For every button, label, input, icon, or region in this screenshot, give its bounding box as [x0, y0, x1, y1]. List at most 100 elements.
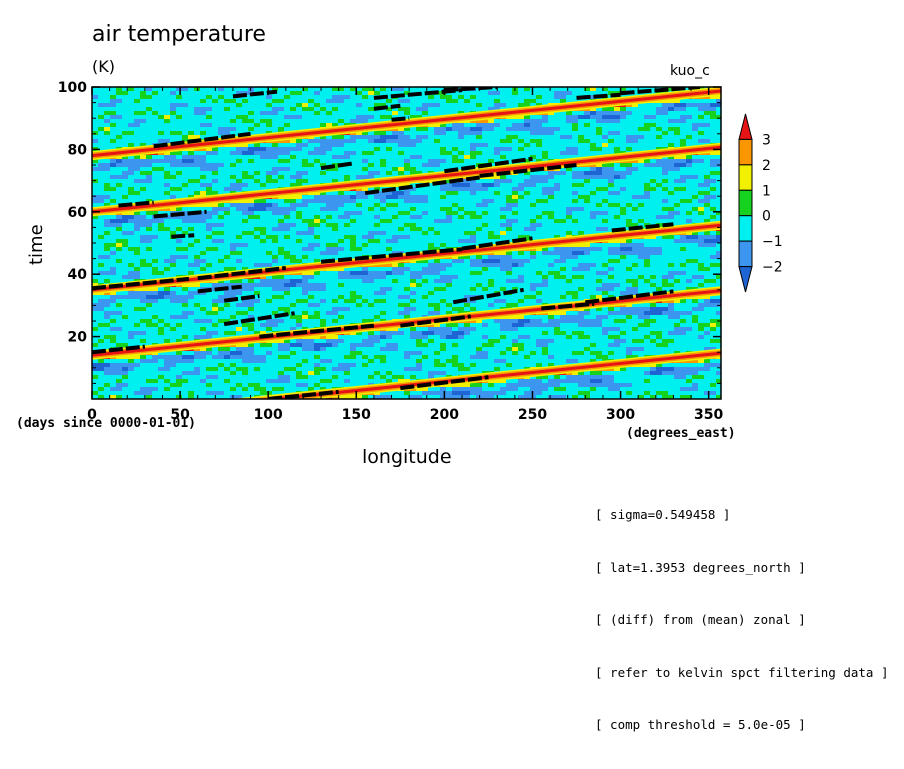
- heatmap-cell: [374, 87, 380, 91]
- heatmap-cell: [662, 251, 668, 255]
- heatmap-cell: [566, 207, 572, 211]
- heatmap-cell: [434, 131, 440, 135]
- heatmap-cell: [128, 119, 134, 123]
- heatmap-cell: [644, 115, 650, 119]
- heatmap-cell: [188, 119, 194, 123]
- heatmap-cell: [428, 195, 434, 199]
- heatmap-cell: [506, 147, 512, 151]
- heatmap-cell: [320, 139, 326, 143]
- heatmap-cell: [272, 263, 278, 267]
- heatmap-cell: [662, 247, 668, 251]
- heatmap-cell: [656, 243, 662, 247]
- heatmap-cell: [224, 191, 230, 195]
- heatmap-cell: [104, 243, 110, 247]
- heatmap-cell: [266, 239, 272, 243]
- heatmap-cell: [374, 223, 380, 227]
- heatmap-cell: [638, 267, 644, 271]
- heatmap-cell: [590, 171, 596, 175]
- heatmap-cell: [194, 107, 200, 111]
- heatmap-cell: [140, 163, 146, 167]
- heatmap-cell: [566, 231, 572, 235]
- heatmap-cell: [278, 247, 284, 251]
- heatmap-cell: [476, 215, 482, 219]
- heatmap-cell: [536, 87, 542, 91]
- heatmap-cell: [104, 223, 110, 227]
- heatmap-cell: [548, 99, 554, 103]
- heatmap-cell: [500, 187, 506, 191]
- heatmap-cell: [590, 223, 596, 227]
- heatmap-cell: [332, 243, 338, 247]
- heatmap-cell: [656, 115, 662, 119]
- heatmap-cell: [554, 135, 560, 139]
- heatmap-cell: [134, 243, 140, 247]
- heatmap-cell: [638, 207, 644, 211]
- heatmap-cell: [326, 135, 332, 139]
- heatmap-cell: [374, 203, 380, 207]
- heatmap-cell: [188, 131, 194, 135]
- heatmap-cell: [464, 131, 470, 135]
- heatmap-cell: [584, 175, 590, 179]
- heatmap-cell: [626, 219, 632, 223]
- heatmap-cell: [278, 243, 284, 247]
- heatmap-cell: [122, 131, 128, 135]
- heatmap-cell: [98, 123, 104, 127]
- heatmap-cell: [338, 251, 344, 255]
- heatmap-cell: [512, 147, 518, 151]
- heatmap-cell: [512, 155, 518, 159]
- heatmap-cell: [134, 247, 140, 251]
- heatmap-cell: [152, 99, 158, 103]
- heatmap-cell: [626, 195, 632, 199]
- heatmap-cell: [470, 223, 476, 227]
- heatmap-cell: [422, 239, 428, 243]
- heatmap-cell: [248, 159, 254, 163]
- heatmap-cell: [320, 191, 326, 195]
- heatmap-cell: [644, 159, 650, 163]
- heatmap-cell: [170, 87, 176, 91]
- heatmap-cell: [98, 271, 104, 275]
- heatmap-cell: [302, 219, 308, 223]
- heatmap-cell: [560, 127, 566, 131]
- heatmap-cell: [680, 103, 686, 107]
- heatmap-cell: [278, 183, 284, 187]
- heatmap-cell: [698, 127, 704, 131]
- heatmap-cell: [512, 127, 518, 131]
- heatmap-cell: [482, 103, 488, 107]
- heatmap-cell: [710, 191, 716, 195]
- heatmap-cell: [128, 179, 134, 183]
- heatmap-cell: [476, 191, 482, 195]
- heatmap-cell: [692, 199, 698, 203]
- heatmap-cell: [356, 91, 362, 95]
- heatmap-cell: [644, 195, 650, 199]
- heatmap-cell: [614, 143, 620, 147]
- heatmap-cell: [404, 147, 410, 151]
- heatmap-cell: [344, 243, 350, 247]
- heatmap-cell: [494, 219, 500, 223]
- heatmap-cell: [344, 203, 350, 207]
- heatmap-cell: [488, 159, 494, 163]
- heatmap-cell: [176, 243, 182, 247]
- heatmap-cell: [608, 127, 614, 131]
- heatmap-cell: [530, 259, 536, 263]
- heatmap-cell: [614, 255, 620, 259]
- heatmap-cell: [170, 95, 176, 99]
- heatmap-cell: [662, 107, 668, 111]
- heatmap-cell: [632, 199, 638, 203]
- heatmap-cell: [398, 127, 404, 131]
- heatmap-cell: [302, 119, 308, 123]
- heatmap-cell: [542, 175, 548, 179]
- heatmap-cell: [212, 99, 218, 103]
- heatmap-cell: [692, 131, 698, 135]
- heatmap-cell: [614, 203, 620, 207]
- heatmap-cell: [320, 159, 326, 163]
- heatmap-cell: [500, 147, 506, 151]
- heatmap-cell: [98, 263, 104, 267]
- heatmap-cell: [416, 267, 422, 271]
- heatmap-cell: [290, 179, 296, 183]
- heatmap-cell: [224, 151, 230, 155]
- heatmap-cell: [398, 183, 404, 187]
- heatmap-cell: [386, 207, 392, 211]
- heatmap-cell: [380, 251, 386, 255]
- heatmap-cell: [338, 115, 344, 119]
- heatmap-cell: [674, 267, 680, 271]
- heatmap-cell: [320, 251, 326, 255]
